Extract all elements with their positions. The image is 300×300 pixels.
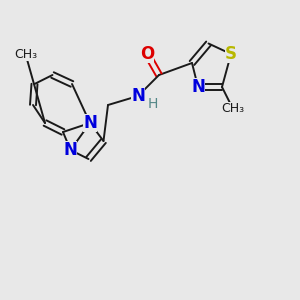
Text: H: H — [148, 97, 158, 110]
Text: CH₃: CH₃ — [14, 47, 37, 61]
Text: N: N — [64, 141, 77, 159]
Text: N: N — [131, 87, 145, 105]
Text: S: S — [225, 45, 237, 63]
Text: N: N — [191, 78, 205, 96]
Text: O: O — [140, 45, 154, 63]
Text: CH₃: CH₃ — [221, 101, 244, 115]
Text: N: N — [83, 114, 97, 132]
